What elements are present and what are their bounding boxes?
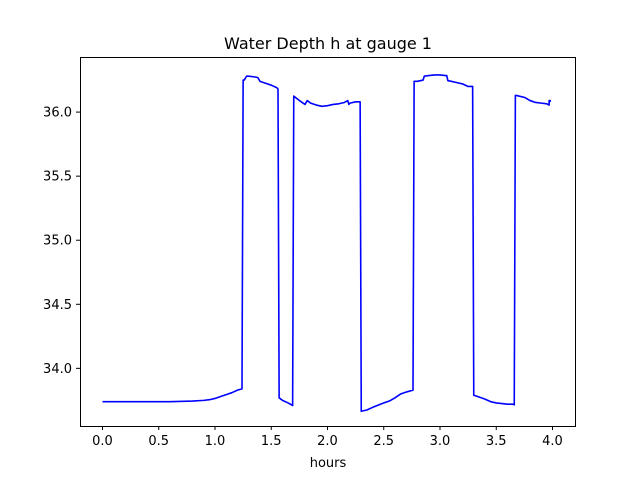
x-axis-label: hours [310,456,347,471]
y-axis: 34.0 34.5 35.0 35.5 36.0 [43,106,80,377]
series-layer [102,74,552,413]
x-tick-label: 3.0 [430,434,451,449]
x-tick-label: 0.0 [92,434,113,449]
plot-frame [80,57,576,427]
y-tick-label: 35.0 [43,234,72,249]
x-axis: 0.0 0.5 1.0 1.5 2.0 2.5 3.0 3.5 4.0 [92,426,563,449]
x-tick-label: 3.5 [486,434,507,449]
x-tick-label: 2.0 [317,434,338,449]
x-tick-label: 0.5 [148,434,169,449]
plot-area [80,57,576,427]
x-tick-label: 2.5 [373,434,394,449]
y-tick-label: 36.0 [43,106,72,121]
y-tick-label: 34.5 [43,298,72,313]
y-tick-label: 34.0 [43,362,72,377]
x-tick-label: 1.0 [205,434,226,449]
series-line-0 [102,74,552,413]
x-tick-label: 1.5 [261,434,282,449]
chart-title: Water Depth h at gauge 1 [224,34,432,53]
x-tick-label: 4.0 [542,434,563,449]
y-tick-label: 35.5 [43,170,72,185]
